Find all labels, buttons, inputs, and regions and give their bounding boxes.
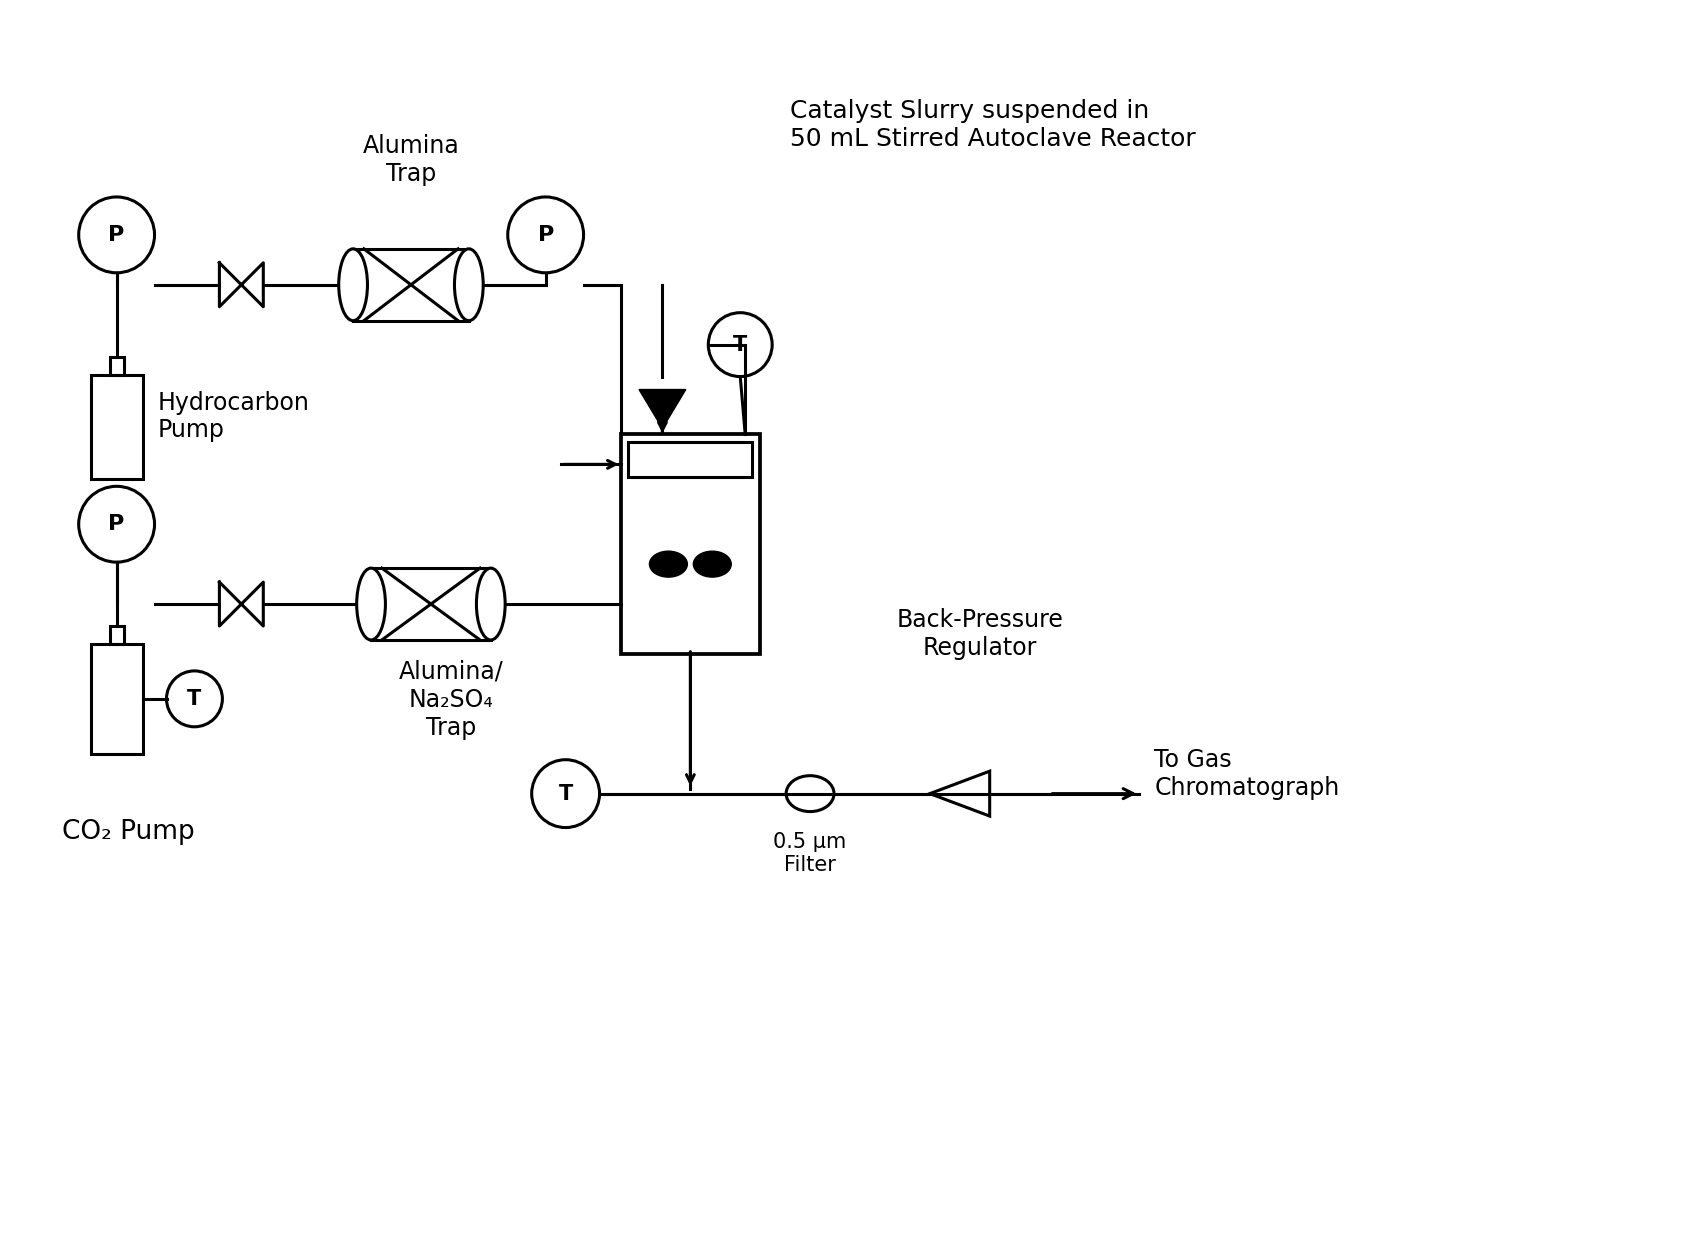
- Polygon shape: [638, 390, 686, 429]
- Text: Catalyst Slurry suspended in
50 mL Stirred Autoclave Reactor: Catalyst Slurry suspended in 50 mL Stirr…: [791, 99, 1195, 150]
- Text: To Gas
Chromatograph: To Gas Chromatograph: [1155, 747, 1339, 800]
- Bar: [110, 626, 124, 645]
- Text: P: P: [108, 224, 125, 245]
- Ellipse shape: [694, 552, 731, 577]
- Text: Alumina/
Na₂SO₄
Trap: Alumina/ Na₂SO₄ Trap: [398, 660, 503, 740]
- Bar: [628, 443, 752, 478]
- Ellipse shape: [357, 568, 386, 640]
- Ellipse shape: [339, 248, 367, 321]
- Text: Hydrocarbon
Pump: Hydrocarbon Pump: [157, 390, 310, 443]
- Text: P: P: [108, 514, 125, 534]
- Text: T: T: [559, 784, 572, 804]
- Bar: [91, 645, 142, 754]
- Ellipse shape: [476, 568, 505, 640]
- Text: T: T: [733, 335, 747, 355]
- Text: T: T: [188, 688, 201, 709]
- Bar: [91, 375, 142, 479]
- Bar: [354, 248, 469, 321]
- Text: 0.5 μm
Filter: 0.5 μm Filter: [774, 831, 846, 875]
- Ellipse shape: [650, 552, 687, 577]
- Bar: [110, 356, 124, 375]
- Ellipse shape: [454, 248, 483, 321]
- Text: Alumina
Trap: Alumina Trap: [362, 134, 459, 186]
- Text: CO₂ Pump: CO₂ Pump: [61, 819, 195, 845]
- Text: Back-Pressure
Regulator: Back-Pressure Regulator: [896, 608, 1063, 660]
- Bar: [621, 434, 760, 653]
- Text: P: P: [538, 224, 554, 245]
- Bar: [371, 568, 491, 640]
